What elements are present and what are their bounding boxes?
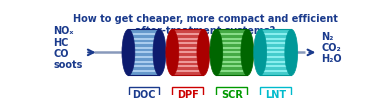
Bar: [261, 33, 290, 35]
Bar: [260, 29, 291, 75]
Bar: [173, 33, 203, 35]
Bar: [216, 29, 247, 75]
Bar: [129, 61, 159, 63]
Bar: [261, 70, 290, 72]
Bar: [173, 42, 203, 44]
Ellipse shape: [254, 29, 266, 75]
Text: DOC: DOC: [132, 90, 156, 100]
Bar: [217, 56, 246, 58]
Bar: [173, 70, 203, 72]
Bar: [217, 65, 246, 67]
FancyBboxPatch shape: [172, 87, 203, 104]
Bar: [217, 51, 246, 53]
Bar: [217, 61, 246, 63]
Bar: [129, 56, 159, 58]
Bar: [261, 47, 290, 49]
Ellipse shape: [210, 29, 223, 75]
Bar: [129, 51, 159, 53]
Bar: [129, 42, 159, 44]
Bar: [173, 65, 203, 67]
FancyBboxPatch shape: [260, 87, 291, 104]
Bar: [217, 33, 246, 35]
Bar: [173, 56, 203, 58]
Bar: [261, 56, 290, 58]
Bar: [129, 70, 159, 72]
Text: NOₓ
HC
CO
soots: NOₓ HC CO soots: [53, 26, 82, 70]
Bar: [173, 38, 203, 40]
Text: SCR: SCR: [221, 90, 243, 100]
Bar: [217, 38, 246, 40]
Bar: [172, 29, 203, 75]
Bar: [173, 47, 203, 49]
FancyBboxPatch shape: [129, 87, 159, 104]
Bar: [217, 70, 246, 72]
Text: DPF: DPF: [177, 90, 199, 100]
Ellipse shape: [285, 29, 298, 75]
Bar: [217, 42, 246, 44]
Text: How to get cheaper, more compact and efficient
after-treatment systems?: How to get cheaper, more compact and eff…: [73, 14, 338, 36]
Bar: [129, 65, 159, 67]
Ellipse shape: [241, 29, 254, 75]
Bar: [129, 29, 160, 75]
Ellipse shape: [153, 29, 166, 75]
Text: LNT: LNT: [265, 90, 286, 100]
Ellipse shape: [166, 29, 179, 75]
Ellipse shape: [197, 29, 210, 75]
Bar: [261, 65, 290, 67]
Bar: [129, 33, 159, 35]
Bar: [129, 47, 159, 49]
Bar: [173, 61, 203, 63]
Bar: [217, 47, 246, 49]
Bar: [173, 51, 203, 53]
Bar: [129, 38, 159, 40]
Bar: [261, 61, 290, 63]
Bar: [261, 42, 290, 44]
Text: N₂
CO₂
H₂O: N₂ CO₂ H₂O: [321, 32, 342, 65]
Bar: [261, 38, 290, 40]
Ellipse shape: [122, 29, 135, 75]
Bar: [261, 51, 290, 53]
FancyBboxPatch shape: [217, 87, 247, 104]
